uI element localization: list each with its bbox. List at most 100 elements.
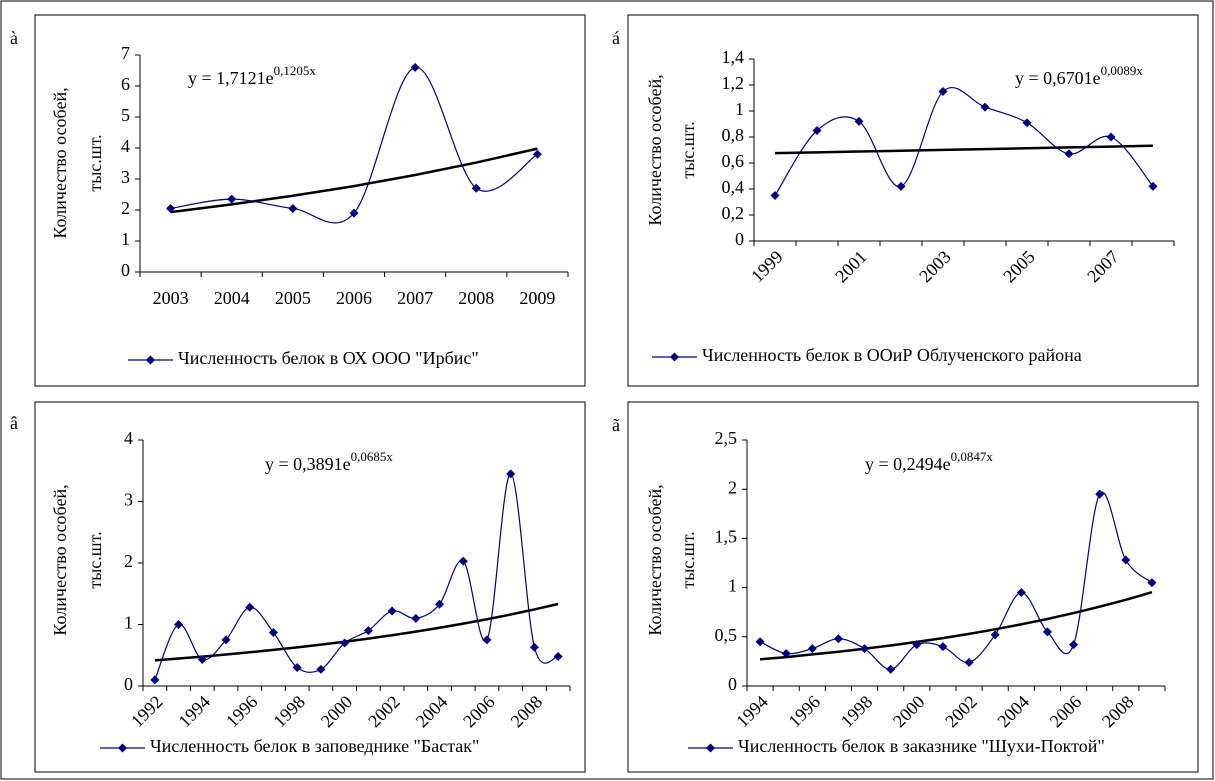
data-point [1148, 181, 1158, 191]
data-point [166, 203, 176, 213]
y-tick-label: 0 [121, 260, 130, 280]
chart-frame [627, 14, 1199, 387]
data-point [411, 613, 421, 623]
x-tick-label: 2004 [214, 288, 250, 308]
legend-label: Численность белок в ООиР Облученского ра… [702, 345, 1082, 365]
legend-marker [118, 743, 127, 753]
y-tick-label: 0 [124, 674, 133, 694]
equation-text: y = 1,7121e [188, 68, 274, 88]
data-point [990, 630, 1000, 640]
data-point [553, 651, 563, 661]
y-tick-label: 1 [728, 576, 737, 596]
data-point [288, 203, 298, 213]
y-tick-label: 0,8 [722, 125, 745, 145]
data-point [1069, 640, 1079, 650]
data-point [912, 640, 922, 650]
data-point [227, 194, 237, 204]
y-tick-label: 0,6 [722, 151, 745, 171]
equation-text: y = 0,2494e [865, 454, 951, 474]
data-point [1121, 555, 1131, 565]
legend-marker [670, 352, 679, 362]
data-point [174, 620, 184, 629]
y-tick-label: 6 [121, 74, 130, 94]
y-axis-label: Количество особей, [50, 484, 70, 635]
y-tick-label: 1 [121, 229, 130, 249]
data-point [197, 655, 207, 665]
y-axis-label: тыс.шт. [85, 134, 105, 191]
y-axis-label: тыс.шт. [678, 531, 698, 588]
x-tick-label: 2007 [1083, 247, 1123, 287]
data-point [529, 642, 539, 652]
y-axis-label: тыс.шт. [85, 531, 105, 588]
y-tick-label: 1,4 [722, 47, 745, 67]
y-tick-label: 0 [735, 229, 744, 249]
chart-frame [34, 14, 586, 387]
y-axis-label: Количество особей, [645, 484, 665, 635]
equation-exponent: 0,1205x [274, 63, 317, 78]
trend-line [759, 591, 1153, 661]
y-tick-label: 4 [124, 428, 133, 448]
x-tick-label: 2006 [1046, 692, 1086, 732]
data-point [755, 637, 765, 647]
panel-label: ã [612, 415, 620, 435]
trend-equation: y = 0,3891e0,0685x [265, 449, 393, 474]
y-tick-label: 1,2 [722, 73, 745, 93]
data-point [471, 183, 481, 193]
data-point [1106, 132, 1116, 142]
x-tick-label: 1998 [837, 692, 877, 732]
data-point [506, 469, 516, 479]
data-point [268, 627, 278, 637]
trend-equation: y = 1,7121e0,1205x [188, 63, 316, 88]
x-tick-label: 1998 [269, 692, 309, 732]
data-point [854, 116, 864, 126]
data-point [980, 102, 990, 112]
x-tick-label: 2000 [317, 692, 357, 732]
x-tick-label: 2007 [397, 288, 433, 308]
data-point [1022, 118, 1032, 128]
data-point [938, 642, 948, 652]
y-tick-label: 7 [121, 43, 130, 63]
y-tick-label: 0,2 [722, 203, 745, 223]
panel-label: á [612, 28, 620, 48]
legend-label: Численность белок в заповеднике "Бастак" [150, 736, 479, 756]
trend-equation: y = 0,6701e0,0089x [1015, 63, 1143, 88]
data-point [1016, 588, 1026, 598]
y-tick-label: 1,5 [715, 527, 738, 547]
y-tick-label: 1 [735, 99, 744, 119]
data-point [833, 634, 843, 644]
data-point [340, 638, 350, 648]
panel-label: â [10, 413, 18, 433]
x-tick-label: 2009 [519, 288, 555, 308]
x-tick-label: 2002 [941, 692, 981, 732]
x-tick-label: 2001 [831, 247, 871, 287]
y-tick-label: 3 [121, 167, 130, 187]
y-tick-label: 0,4 [722, 177, 745, 197]
data-point [387, 606, 397, 616]
y-tick-label: 0,5 [715, 625, 738, 645]
y-tick-label: 2 [728, 477, 737, 497]
trend-line [170, 147, 538, 214]
y-tick-label: 4 [121, 136, 130, 156]
x-tick-label: 2006 [336, 288, 372, 308]
y-tick-label: 3 [124, 490, 133, 510]
legend-marker [146, 355, 155, 365]
x-tick-label: 2008 [458, 288, 494, 308]
data-point [886, 664, 896, 674]
data-point [860, 644, 870, 654]
y-axis-label: Количество особей, [645, 74, 665, 225]
legend-label: Численность белок в ОХ ООО "Ирбис" [178, 348, 479, 368]
data-point [781, 649, 791, 659]
equation-text: y = 0,3891e [265, 454, 351, 474]
x-tick-label: 1994 [732, 692, 772, 732]
y-tick-label: 1 [124, 613, 133, 633]
data-point [1064, 149, 1074, 159]
data-point [964, 657, 974, 667]
chart-frame [627, 401, 1199, 773]
x-tick-label: 2003 [153, 288, 189, 308]
series-line [170, 66, 538, 224]
trend-line [774, 144, 1154, 155]
x-tick-label: 2005 [275, 288, 311, 308]
trend-equation: y = 0,2494e0,0847x [865, 449, 993, 474]
series-line [774, 87, 1154, 196]
